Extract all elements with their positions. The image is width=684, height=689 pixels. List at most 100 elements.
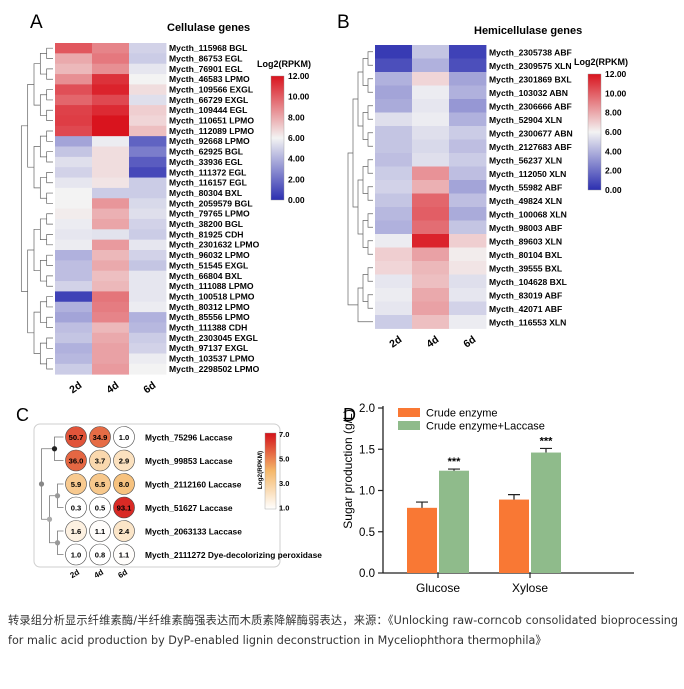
heatmap-cell — [449, 234, 487, 248]
y-tick-label: 1.5 — [359, 444, 375, 456]
bubble-value: 36.0 — [69, 457, 84, 466]
legend-colorbar — [270, 75, 285, 201]
legend-swatch — [398, 408, 420, 417]
bar — [407, 507, 437, 573]
bubble-value: 34.9 — [93, 433, 108, 442]
bar — [531, 452, 561, 573]
figure: A Cellulase genes Mycth_115968 BGLMycth_86… — [16, 12, 634, 595]
legend-colorbar — [587, 73, 602, 191]
heatmap-cell — [412, 207, 450, 221]
bubble-value: 8.0 — [119, 480, 130, 489]
legend-title: Log2(RPKM) — [257, 451, 264, 489]
heatmap-cell — [129, 74, 167, 85]
bubble-cell — [89, 449, 111, 472]
panel-letter: A — [30, 12, 43, 33]
heatmap-cell — [129, 125, 167, 137]
heatmap-cell — [449, 85, 487, 100]
heatmap-cell — [92, 312, 130, 323]
row-label: Mycth_83019 ABF — [489, 291, 562, 301]
heatmap-cell — [129, 291, 167, 303]
legend-tick: 8.00 — [605, 108, 622, 118]
heatmap-cell — [449, 112, 487, 127]
heatmap-cell — [129, 146, 167, 158]
heatmap-cell — [129, 270, 167, 282]
heatmap-cell — [412, 153, 450, 167]
row-label: Mycth_46583 LPMO — [169, 74, 250, 84]
bubble-value: 1.6 — [71, 527, 82, 536]
y-tick-label: 2.0 — [359, 403, 375, 415]
heatmap-cell — [412, 180, 450, 194]
heatmap-cell — [92, 260, 130, 272]
error-bar — [416, 501, 428, 508]
panel-b: B Hemicellulase genes Mycth_2305738 ABF Myc… — [337, 12, 628, 350]
row-dendrogram — [38, 436, 64, 555]
heatmap-cell — [412, 99, 450, 113]
heatmap-cell — [92, 177, 130, 189]
row-label: Mycth_2301869 BXL — [489, 75, 572, 85]
heatmap-cell — [92, 156, 130, 168]
heatmap-cell — [449, 180, 487, 194]
bubble-cell — [65, 496, 87, 519]
heatmap-cell — [129, 53, 167, 65]
legend-colorbar — [264, 432, 277, 510]
heatmap-cell — [375, 99, 413, 113]
row-label: Mycth_49824 XLN — [489, 196, 562, 206]
heatmap-cell — [129, 105, 167, 116]
heatmap-cell — [449, 220, 487, 235]
row-dendrogram — [347, 51, 373, 323]
legend-swatch — [398, 421, 420, 430]
heatmap-cell — [129, 281, 167, 292]
row-label: Mycth_103537 LPMO — [169, 354, 255, 364]
heatmap-cell — [55, 260, 93, 272]
bubble-value: 0.5 — [95, 504, 106, 513]
bubble-cell — [113, 449, 135, 472]
heatmap-cell — [55, 115, 93, 127]
heatmap-cell — [129, 43, 167, 54]
row-label: Mycth_99853 Laccase — [145, 456, 233, 466]
heatmap-cell — [55, 270, 93, 282]
heatmap-cell — [375, 153, 413, 167]
heatmap-cell — [55, 187, 93, 199]
heatmap-cell — [449, 126, 487, 140]
row-label: Mycth_2303045 EXGL — [169, 333, 258, 343]
row-label: Mycth_51545 EXGL — [169, 260, 248, 270]
heatmap-cell — [449, 207, 487, 221]
legend-tick: 0.00 — [605, 185, 622, 195]
row-label: Mycth_2111272 Dye-decolorizing peroxidas… — [145, 550, 322, 560]
heatmap-cell — [412, 220, 450, 235]
panel-letter: B — [337, 12, 350, 33]
heatmap-cell — [412, 112, 450, 127]
heatmap-cell — [55, 177, 93, 189]
heatmap-cell — [375, 166, 413, 181]
error-bar — [540, 447, 552, 453]
dendrogram-node — [46, 516, 53, 522]
y-tick-label: 0.0 — [359, 568, 375, 580]
row-label: Mycth_2309575 XLN — [489, 61, 572, 71]
legend-tick: 1.0 — [279, 504, 289, 513]
heatmap-cell — [375, 220, 413, 235]
column-label: 4d — [92, 568, 105, 581]
heatmap-cell — [375, 85, 413, 100]
column-label: 2d — [387, 334, 404, 351]
row-label: Mycth_79765 LPMO — [169, 209, 250, 219]
heatmap-cell — [55, 229, 93, 241]
heatmap-cell — [375, 247, 413, 262]
bubble-cell — [65, 543, 87, 566]
row-label: Mycth_98003 ABF — [489, 223, 562, 233]
heatmap-cell — [92, 115, 130, 127]
row-label: Mycth_2305738 ABF — [489, 48, 572, 58]
bubble-value: 0.8 — [95, 551, 106, 560]
row-label: Mycth_51627 Laccase — [145, 503, 233, 513]
heatmap-cell — [55, 363, 93, 375]
heatmap-cell — [55, 239, 93, 251]
dendrogram-node — [51, 446, 58, 452]
row-label: Mycth_2127683 ABF — [489, 142, 572, 152]
heatmap-cell — [92, 218, 130, 230]
legend-tick: 2.00 — [288, 174, 305, 184]
bubble-cell — [113, 543, 135, 566]
heatmap-cell — [55, 322, 93, 334]
panel-a: A Cellulase genes Mycth_115968 BGLMycth_86… — [20, 12, 311, 396]
column-label: 2d — [67, 379, 84, 396]
heatmap-cell — [129, 177, 167, 189]
row-label: Mycth_97137 EXGL — [169, 343, 248, 353]
